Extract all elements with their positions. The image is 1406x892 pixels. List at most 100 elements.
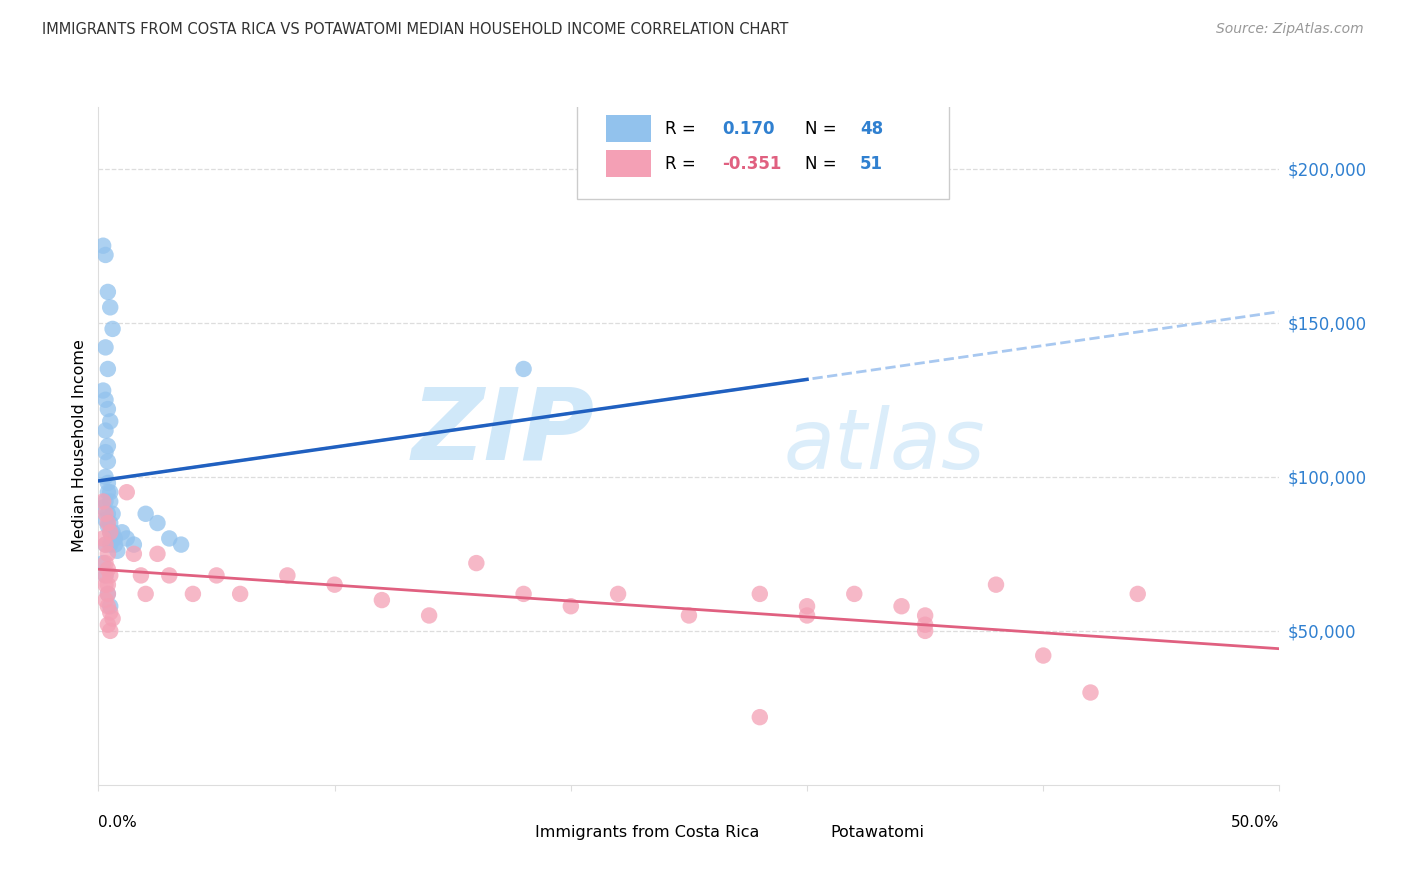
Point xyxy=(94,445,117,459)
Text: ZIP: ZIP xyxy=(412,384,595,481)
Point xyxy=(97,402,120,417)
Point xyxy=(323,577,346,591)
Point xyxy=(94,538,117,552)
Y-axis label: Median Household Income: Median Household Income xyxy=(72,340,87,552)
Point xyxy=(98,516,121,530)
Point xyxy=(146,547,169,561)
Point xyxy=(229,587,252,601)
Text: 0.0%: 0.0% xyxy=(98,815,138,830)
Point xyxy=(94,513,117,527)
Point xyxy=(94,470,117,484)
Point xyxy=(560,599,582,614)
Point xyxy=(94,556,117,570)
Point xyxy=(205,568,228,582)
Point xyxy=(512,362,534,376)
Point xyxy=(135,507,157,521)
Point xyxy=(146,516,169,530)
Point xyxy=(1080,685,1102,699)
Point xyxy=(844,587,866,601)
Point xyxy=(984,577,1007,591)
Point xyxy=(91,532,114,546)
Point xyxy=(97,577,120,591)
Point xyxy=(796,599,818,614)
Point xyxy=(101,532,124,546)
Point xyxy=(98,568,121,582)
Point xyxy=(98,538,121,552)
Point xyxy=(97,285,120,299)
Point xyxy=(122,538,145,552)
Point xyxy=(914,617,936,632)
Text: 0.170: 0.170 xyxy=(723,120,775,137)
Point xyxy=(98,525,121,540)
FancyBboxPatch shape xyxy=(772,822,817,843)
Point xyxy=(97,454,120,468)
FancyBboxPatch shape xyxy=(606,115,651,142)
Point xyxy=(101,532,124,546)
Point xyxy=(1126,587,1149,601)
Point xyxy=(122,547,145,561)
Point xyxy=(465,556,488,570)
Point xyxy=(418,608,440,623)
Point xyxy=(607,587,630,601)
Point xyxy=(748,587,770,601)
Point xyxy=(98,414,121,428)
FancyBboxPatch shape xyxy=(576,105,949,199)
Text: 50.0%: 50.0% xyxy=(1232,815,1279,830)
Point xyxy=(748,710,770,724)
Text: R =: R = xyxy=(665,155,702,173)
Point xyxy=(91,384,114,398)
Point xyxy=(796,608,818,623)
Point xyxy=(94,248,117,262)
Point xyxy=(97,516,120,530)
Point xyxy=(97,547,120,561)
Point xyxy=(129,568,152,582)
Point xyxy=(94,593,117,607)
Point xyxy=(101,507,124,521)
Point xyxy=(97,485,120,500)
Text: IMMIGRANTS FROM COSTA RICA VS POTAWATOMI MEDIAN HOUSEHOLD INCOME CORRELATION CHA: IMMIGRANTS FROM COSTA RICA VS POTAWATOMI… xyxy=(42,22,789,37)
Point xyxy=(115,532,138,546)
Point xyxy=(98,606,121,620)
Point xyxy=(94,577,117,591)
Point xyxy=(94,538,117,552)
Text: Potawatomi: Potawatomi xyxy=(831,825,925,840)
Point xyxy=(135,587,157,601)
Point xyxy=(91,500,114,515)
Point xyxy=(111,525,134,540)
Text: N =: N = xyxy=(804,120,842,137)
Text: 48: 48 xyxy=(860,120,883,137)
Point xyxy=(98,485,121,500)
Point xyxy=(115,485,138,500)
Point xyxy=(97,587,120,601)
Point xyxy=(94,424,117,438)
Point xyxy=(104,532,127,546)
Text: -0.351: -0.351 xyxy=(723,155,782,173)
Text: atlas: atlas xyxy=(783,406,986,486)
Point xyxy=(97,507,120,521)
Point xyxy=(98,624,121,638)
Point xyxy=(170,538,193,552)
Text: N =: N = xyxy=(804,155,842,173)
Point xyxy=(97,587,120,601)
Point xyxy=(101,611,124,625)
Point xyxy=(1032,648,1054,663)
Point xyxy=(890,599,912,614)
Point xyxy=(97,617,120,632)
Point xyxy=(276,568,298,582)
Point xyxy=(91,494,114,508)
FancyBboxPatch shape xyxy=(477,822,522,843)
Point xyxy=(97,475,120,490)
Text: R =: R = xyxy=(665,120,702,137)
Point xyxy=(104,538,127,552)
Point xyxy=(97,439,120,453)
FancyBboxPatch shape xyxy=(606,150,651,178)
Point xyxy=(91,238,114,252)
Point xyxy=(94,568,117,582)
Point xyxy=(371,593,394,607)
Point xyxy=(94,392,117,407)
Point xyxy=(98,525,121,540)
Point xyxy=(97,562,120,576)
Point xyxy=(97,519,120,533)
Point xyxy=(105,543,128,558)
Point xyxy=(94,568,117,582)
